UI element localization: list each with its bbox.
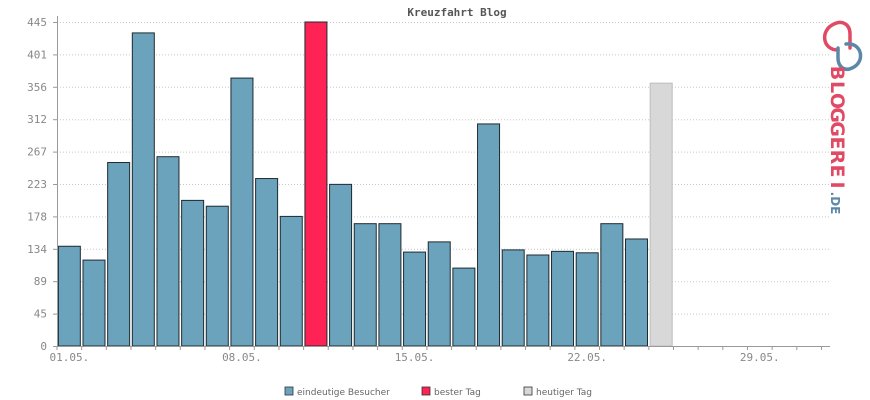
bar [600, 223, 624, 347]
y-tick-label: 267 [27, 146, 47, 159]
bar [477, 123, 501, 347]
bar [279, 215, 303, 347]
bar [107, 162, 131, 347]
x-tick-label: 29.05. [740, 351, 780, 364]
legend: eindeutige Besucher bester Tag heutiger Ta… [284, 386, 592, 398]
legend-swatch [284, 386, 294, 396]
bar [230, 77, 254, 347]
y-tick-label: 445 [27, 16, 47, 29]
bar [57, 245, 81, 347]
bar [378, 223, 402, 347]
legend-label: eindeutige Besucher [297, 388, 390, 398]
legend-item: bester Tag [421, 386, 481, 398]
logo-loop-blue [836, 42, 863, 71]
brand-letter: B [826, 66, 848, 80]
y-tick-label: 356 [27, 81, 47, 94]
y-tick-label: 89 [34, 275, 47, 288]
brand-letter: O [826, 93, 848, 109]
legend-label: heutiger Tag [536, 388, 592, 398]
y-tick-label: 223 [27, 178, 47, 191]
bar [181, 199, 205, 347]
logo-loop-red [823, 20, 852, 52]
brand-letter: I [826, 181, 848, 188]
bar [625, 238, 649, 347]
brand-letter: G [826, 107, 848, 123]
bar [156, 156, 180, 347]
chart-title: Kreuzfahrt Blog [407, 6, 506, 19]
bar-series [57, 21, 673, 347]
bloggerei-icon [823, 20, 863, 71]
bar [205, 205, 229, 347]
brand-letter: G [826, 121, 848, 137]
brand-letter: R [826, 150, 848, 165]
bar [427, 241, 451, 347]
x-tick-label: 01.05. [49, 351, 89, 364]
bar-best-day [304, 21, 328, 347]
bar [551, 250, 575, 347]
bar-today [649, 82, 673, 347]
x-tick-label: 08.05. [222, 351, 262, 364]
y-tick-label: 312 [27, 113, 47, 126]
brand-suffix: .DE [828, 192, 842, 215]
bar [526, 254, 550, 347]
legend-swatch [523, 386, 533, 396]
y-tick-label: 178 [27, 210, 47, 223]
legend-item: eindeutige Besucher [284, 386, 390, 398]
bar [82, 259, 106, 347]
bar [255, 178, 279, 347]
bar [403, 251, 427, 347]
brand-letter: E [826, 165, 848, 178]
bar [329, 183, 353, 347]
y-tick-label: 134 [27, 243, 47, 256]
legend-swatch [421, 386, 431, 396]
bar [452, 267, 476, 347]
bar [575, 252, 599, 347]
x-tick-label: 15.05. [395, 351, 435, 364]
bar [353, 223, 377, 347]
y-tick-label: 0 [40, 340, 47, 353]
legend-label: bester Tag [434, 388, 481, 398]
x-tick-label: 22.05. [567, 351, 607, 364]
bar [131, 32, 155, 347]
brand-letter: E [826, 137, 848, 150]
axes: 0 45 89 134 178 223 267 312 356 401 445 01.05. 08.05… [27, 16, 830, 364]
bar [501, 249, 525, 347]
y-tick-label: 401 [27, 48, 47, 61]
brand-letter: L [826, 81, 848, 93]
y-tick-label: 45 [34, 308, 47, 321]
legend-item: heutiger Tag [523, 386, 592, 398]
